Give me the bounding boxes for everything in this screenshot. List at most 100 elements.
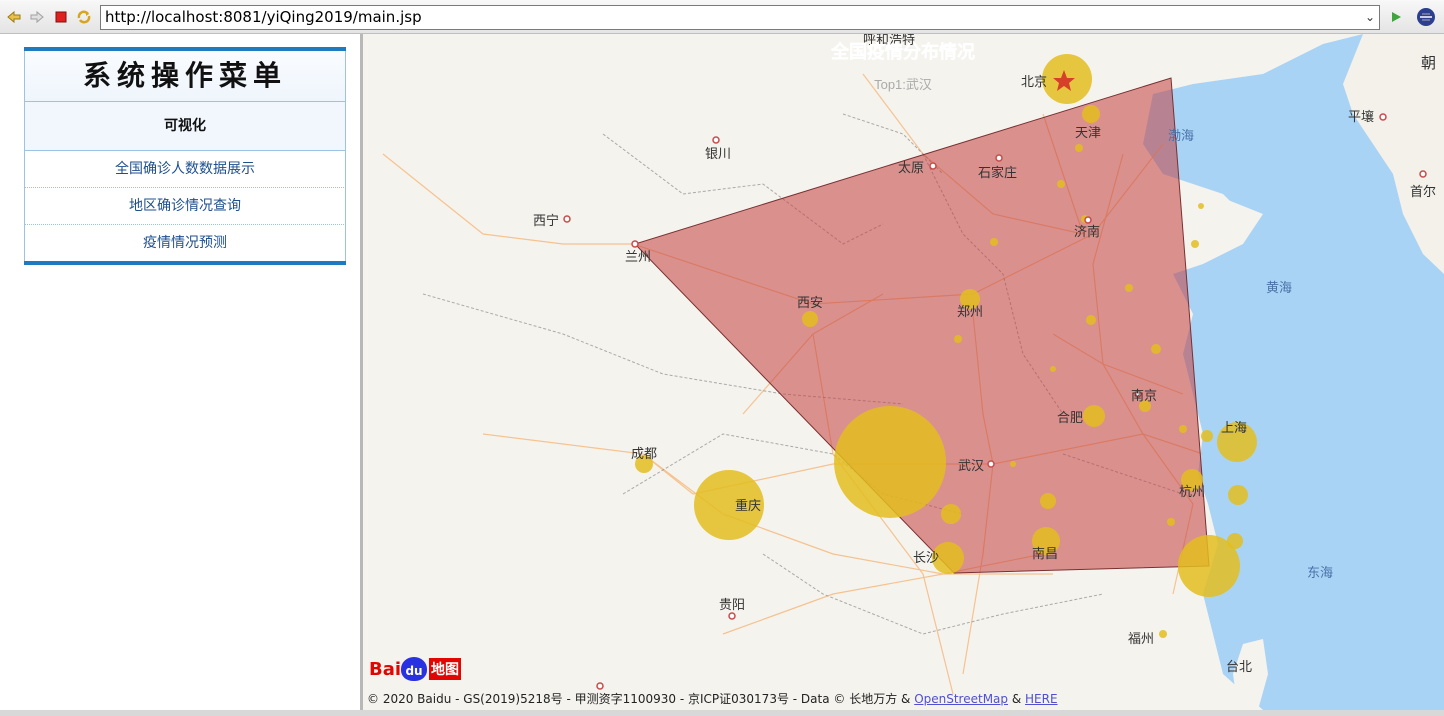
back-icon[interactable] [6, 9, 22, 25]
bubble-nanchang[interactable] [1032, 527, 1060, 555]
bubble-small-14[interactable] [1050, 366, 1056, 372]
menu-item-national-data[interactable]: 全国确诊人数数据展示 [24, 151, 346, 188]
bubble-fujian[interactable] [1227, 533, 1243, 549]
bubble-jiujiang[interactable] [1040, 493, 1056, 509]
capital-markers [563, 113, 1427, 690]
city-label-korea: 朝 [1421, 55, 1436, 72]
bubble-small-10[interactable] [1167, 518, 1175, 526]
map-copyright: © 2020 Baidu - GS(2019)5218号 - 甲测资字11009… [367, 690, 1058, 707]
address-url: http://localhost:8081/yiQing2019/main.js… [105, 8, 422, 26]
stop-icon[interactable] [53, 9, 69, 25]
city-label-hefei: 合肥 [1057, 410, 1083, 425]
city-labels: 呼和浩特 北京 天津 银川 太原 石家庄 西宁 济南 兰州 西安 郑州 南京 合… [533, 34, 1436, 674]
bubble-hefei[interactable] [1083, 405, 1105, 427]
city-label-xining: 西宁 [533, 213, 559, 228]
chart-subtitle: Top1:武汉 [874, 77, 932, 92]
bubble-small-17[interactable] [1159, 630, 1167, 638]
city-label-pyongyang: 平壤 [1348, 109, 1374, 124]
bubble-ningbo[interactable] [1228, 485, 1248, 505]
bubble-wenzhou[interactable] [1178, 535, 1240, 597]
city-label-nanchang: 南昌 [1032, 546, 1058, 561]
bubble-shanghai[interactable] [1217, 422, 1257, 462]
bubble-small-11[interactable] [1191, 240, 1199, 248]
bubble-small-8[interactable] [1057, 180, 1065, 188]
city-label-xian: 西安 [797, 295, 823, 310]
city-label-taiyuan: 太原 [898, 160, 924, 175]
baidu-logo-mid: du [405, 664, 423, 678]
city-label-tianjin: 天津 [1075, 125, 1101, 140]
baidu-logo-right: 地图 [429, 658, 462, 680]
sea-label-donghai: 东海 [1307, 565, 1333, 580]
go-icon[interactable] [1388, 9, 1404, 25]
openstreetmap-link[interactable]: OpenStreetMap [914, 692, 1009, 706]
bubble-tianjin[interactable] [1082, 105, 1100, 123]
bubble-xian[interactable] [802, 311, 818, 327]
city-label-chongqing: 重庆 [735, 498, 761, 513]
map-canvas[interactable]: 呼和浩特 北京 天津 银川 太原 石家庄 西宁 济南 兰州 西安 郑州 南京 合… [363, 34, 1444, 710]
bubble-small-3[interactable] [1201, 430, 1213, 442]
bubble-small-9[interactable] [1125, 284, 1133, 292]
bubble-changsha[interactable] [932, 542, 964, 574]
eclipse-icon[interactable] [1416, 7, 1436, 27]
bubble-wuhan[interactable] [834, 406, 946, 518]
city-label-yinchuan: 银川 [705, 146, 731, 161]
bubble-chengdu[interactable] [635, 455, 653, 473]
sea-label-bohai: 渤海 [1168, 128, 1194, 143]
paw-icon: du [401, 657, 428, 681]
forward-icon[interactable] [29, 9, 45, 25]
city-label-taipei: 台北 [1226, 659, 1252, 674]
bubble-hangzhou[interactable] [1181, 469, 1203, 491]
city-label-shijiazhuang: 石家庄 [978, 165, 1017, 180]
baidu-logo-left: Bai [369, 658, 402, 680]
city-label-zhengzhou: 郑州 [957, 304, 983, 319]
menu-section-visualization: 可视化 [24, 102, 346, 151]
bubble-small-12[interactable] [1075, 144, 1083, 152]
city-label-hangzhou: 杭州 [1179, 484, 1205, 499]
refresh-icon[interactable] [76, 9, 92, 25]
menu-frame: 系统操作菜单 可视化 全国确诊人数数据展示 地区确诊情况查询 疫情情况预测 [0, 34, 362, 710]
here-link[interactable]: HERE [1025, 692, 1058, 706]
map-frame[interactable]: 呼和浩特 北京 天津 银川 太原 石家庄 西宁 济南 兰州 西安 郑州 南京 合… [363, 34, 1444, 710]
sea-label-huanghai: 黄海 [1266, 280, 1292, 295]
chart-title: 全国疫情分布情况 [830, 41, 975, 62]
bubble-layer [635, 54, 1257, 638]
menu-item-region-query[interactable]: 地区确诊情况查询 [24, 188, 346, 225]
system-menu: 系统操作菜单 可视化 全国确诊人数数据展示 地区确诊情况查询 疫情情况预测 [24, 47, 346, 265]
bubble-small-1[interactable] [1139, 400, 1151, 412]
city-label-jinan: 济南 [1074, 224, 1100, 239]
city-label-guiyang: 贵阳 [719, 597, 745, 612]
frame-divider[interactable] [360, 34, 363, 710]
city-label-nanjing: 南京 [1131, 388, 1157, 403]
menu-title: 系统操作菜单 [24, 51, 346, 102]
city-label-seoul: 首尔 [1410, 184, 1436, 199]
address-bar[interactable]: http://localhost:8081/yiQing2019/main.js… [100, 5, 1380, 30]
taiwan-land [1233, 639, 1268, 710]
bubble-small-13[interactable] [1198, 203, 1204, 209]
bubble-small-4[interactable] [1151, 344, 1161, 354]
city-label-chengdu: 成都 [631, 446, 657, 461]
beijing-star-icon [1053, 70, 1075, 91]
city-label-shanghai: 上海 [1221, 420, 1247, 435]
city-label-wuhan: 武汉 [958, 458, 984, 473]
bubble-zhengzhou[interactable] [960, 289, 980, 309]
bubble-small-15[interactable] [1010, 461, 1016, 467]
bubble-small-2[interactable] [1086, 315, 1096, 325]
city-label-hohhot: 呼和浩特 [863, 34, 915, 47]
baidu-logo[interactable]: Bai du 地图 [369, 656, 462, 682]
copyright-text: © 2020 Baidu - GS(2019)5218号 - 甲测资字11009… [367, 692, 915, 706]
bubble-small-16[interactable] [1179, 425, 1187, 433]
city-label-fuzhou: 福州 [1128, 631, 1154, 646]
bubble-chongqing[interactable] [694, 470, 764, 540]
korea-land [1343, 34, 1444, 274]
city-label-changsha: 长沙 [913, 550, 939, 565]
chevron-down-icon[interactable]: ⌄ [1364, 10, 1375, 24]
city-label-beijing: 北京 [1021, 74, 1047, 89]
menu-item-forecast[interactable]: 疫情情况预测 [24, 225, 346, 261]
city-label-lanzhou: 兰州 [625, 249, 651, 264]
bubble-small-7[interactable] [954, 335, 962, 343]
status-bar [0, 710, 1444, 716]
browser-toolbar: http://localhost:8081/yiQing2019/main.js… [0, 0, 1444, 34]
copyright-amp: & [1008, 692, 1026, 706]
bubble-small-5[interactable] [990, 238, 998, 246]
bubble-yueyang[interactable] [941, 504, 961, 524]
